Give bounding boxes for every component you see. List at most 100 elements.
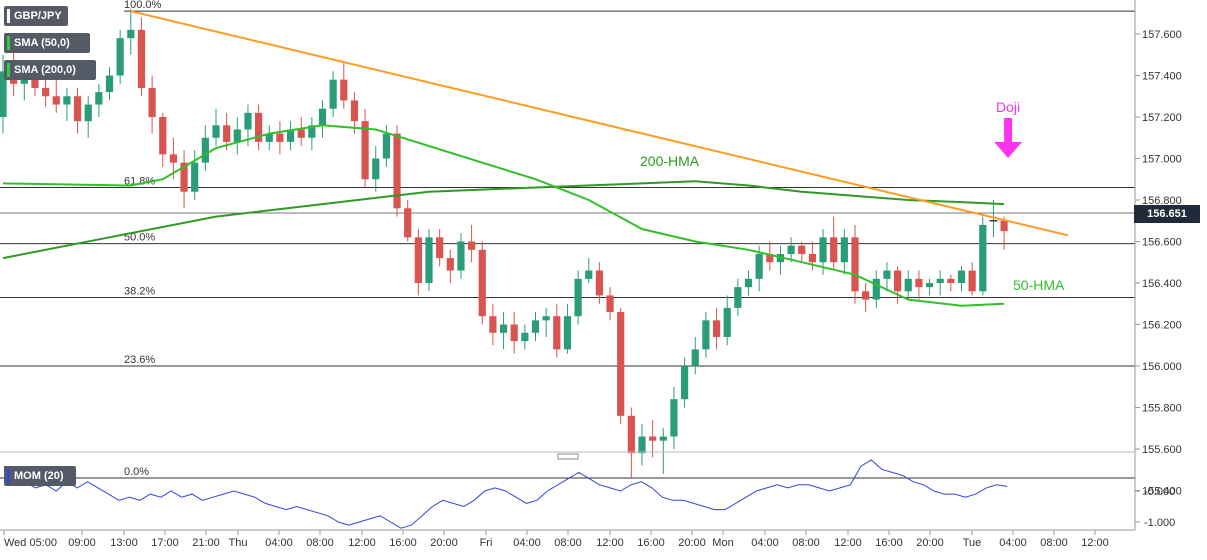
candle-bull <box>840 237 848 263</box>
candle-bull <box>670 399 678 437</box>
candle-bear <box>798 245 806 254</box>
fibonacci-levels: 100.0%61.8%50.0%38.2%23.6%0.0% <box>0 0 1135 479</box>
hma-200-line <box>2 180 1005 260</box>
candle-bull <box>585 270 593 279</box>
legend-momentum[interactable]: MOM (20) <box>4 466 76 486</box>
candle-bear <box>915 278 923 288</box>
candle-bear <box>595 270 603 296</box>
legend-sma-50-text: SMA (50,0) <box>14 37 70 49</box>
candle-bull <box>318 108 327 126</box>
time-tick-label: 16:00 <box>637 537 665 549</box>
hma-200-label: 200-HMA <box>640 153 700 169</box>
candle-bull <box>84 104 92 122</box>
legend-sma-200-swatch <box>7 63 10 77</box>
candle-bull <box>0 71 7 117</box>
time-tick-label: 12:00 <box>348 537 376 549</box>
candle-bear <box>808 253 816 263</box>
time-tick-label: 17:00 <box>151 537 179 549</box>
candle-bull <box>244 112 252 130</box>
candle-bull <box>883 270 891 279</box>
candle-bull <box>744 278 753 288</box>
candle-bear <box>862 291 870 300</box>
time-tick-label: 08:00 <box>792 537 820 549</box>
doji-label: Doji <box>996 99 1020 115</box>
candle-bull <box>457 241 465 271</box>
time-tick-label: 20:00 <box>678 537 706 549</box>
price-tick-label: 156.800 <box>1142 195 1182 207</box>
candle-bear <box>649 436 657 441</box>
time-tick-label: 16:00 <box>389 537 417 549</box>
candle-bull <box>542 316 550 321</box>
candle-bull <box>212 125 220 138</box>
price-tick-label: 155.400 <box>1142 486 1182 498</box>
candle-bear <box>180 162 188 192</box>
candle-bull <box>723 307 731 337</box>
candle-bear <box>1000 220 1008 232</box>
candle-bull <box>265 133 273 142</box>
candle-bull <box>638 436 646 454</box>
price-tick-label: 155.600 <box>1142 444 1182 456</box>
price-tick-label: 156.200 <box>1142 320 1182 332</box>
legend-sma-200[interactable]: SMA (200,0) <box>4 60 96 80</box>
candle-bull <box>499 324 508 333</box>
price-tick-label: 156.000 <box>1142 361 1182 373</box>
candle-bull <box>691 349 699 366</box>
candle-bull <box>574 278 582 317</box>
candle-bear <box>468 241 476 250</box>
candle-bull <box>936 278 944 283</box>
time-tick-label: Mon <box>712 537 733 549</box>
time-tick-label: Tue <box>963 537 982 549</box>
time-tick-label: 12:00 <box>596 537 624 549</box>
candle-bull <box>116 38 124 76</box>
legend-sma-50[interactable]: SMA (50,0) <box>4 33 90 53</box>
candle-bull <box>979 224 987 292</box>
candle-bear <box>297 129 305 138</box>
axes: 157.600 157.400 157.200 157.000 156.800 156.6… <box>0 0 1182 549</box>
candle-bull <box>286 129 295 142</box>
price-tick-label: 155.800 <box>1142 403 1182 415</box>
candle-bull <box>872 278 880 300</box>
candle-bear <box>947 278 955 283</box>
candle-bear <box>606 295 614 313</box>
candle-bull <box>127 29 135 39</box>
candle-bear <box>393 133 401 209</box>
hma-50-line <box>2 124 1005 307</box>
price-tick-label: 156.400 <box>1142 278 1182 290</box>
price-tick-label: 157.600 <box>1142 29 1182 41</box>
time-tick-label: 08:00 <box>306 537 334 549</box>
legend-sma-50-swatch <box>7 36 10 50</box>
candle-bear <box>159 117 167 155</box>
candle-bear <box>340 79 348 101</box>
time-tick-label: 12:00 <box>834 537 862 549</box>
candle-bull <box>372 158 380 180</box>
instrument-text: GBP/JPY <box>14 10 62 22</box>
annotations: 200-HMA 50-HMA Doji <box>640 99 1065 293</box>
panel-resize-handle <box>557 453 579 460</box>
candle-bear <box>148 87 156 117</box>
time-tick-label: Wed 05:00 <box>4 537 57 549</box>
candle-bull <box>233 129 241 142</box>
candle-bear <box>489 316 497 333</box>
candle-bull <box>681 366 689 400</box>
instrument-label[interactable]: GBP/JPY <box>4 6 68 26</box>
candle-bear <box>169 154 177 163</box>
candle-bear <box>712 320 721 337</box>
candle-bull <box>755 253 763 279</box>
doji-arrow-head <box>994 142 1023 158</box>
legend-sma-200-text: SMA (200,0) <box>14 64 76 76</box>
candlesticks <box>0 9 1008 479</box>
fib-level-label: 23.6% <box>124 354 155 366</box>
candle-bull <box>563 316 572 350</box>
candle-bear <box>627 415 635 454</box>
last-price-tag: 156.651 <box>1134 205 1200 223</box>
time-tick-label: 20:00 <box>430 537 458 549</box>
legend-momentum-text: MOM (20) <box>14 470 64 482</box>
candle-bear <box>73 96 82 122</box>
candle-bear <box>404 208 412 238</box>
candle-bear <box>830 237 838 263</box>
candle-bear <box>350 100 359 122</box>
candle-bull <box>819 237 827 263</box>
trendline <box>130 10 1069 237</box>
candle-bear <box>968 270 976 292</box>
